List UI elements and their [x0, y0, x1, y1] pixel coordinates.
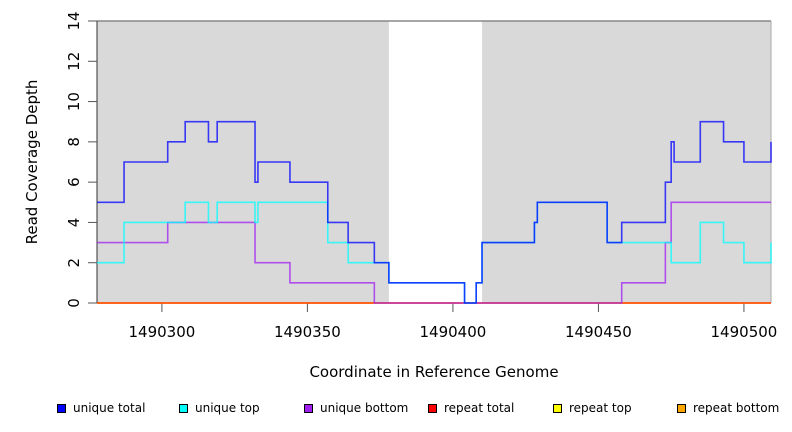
legend-swatch [179, 403, 188, 413]
x-axis-title: Coordinate in Reference Genome [309, 363, 558, 381]
y-tick-label: 12 [65, 52, 83, 71]
y-axis-title: Read Coverage Depth [23, 80, 41, 245]
y-tick-label: 6 [65, 177, 83, 187]
x-tick-label: 1490400 [420, 323, 487, 341]
legend-label: repeat top [569, 401, 632, 415]
x-tick-label: 1490450 [565, 323, 632, 341]
y-tick-label: 0 [65, 298, 83, 308]
legend-item: repeat bottom [677, 401, 779, 415]
x-tick-label: 1490300 [128, 323, 195, 341]
legend-swatch [677, 403, 686, 413]
y-tick-label: 10 [65, 92, 83, 111]
legend-swatch [57, 403, 66, 413]
legend-swatch [304, 403, 313, 413]
shaded-region [482, 21, 771, 303]
y-tick-label: 2 [65, 258, 83, 268]
legend-swatch [553, 403, 562, 413]
legend-label: unique top [195, 401, 260, 415]
legend-item: repeat top [553, 401, 632, 415]
legend-label: unique bottom [320, 401, 409, 415]
legend: unique total unique top unique bottom repea… [0, 401, 792, 417]
legend-label: repeat bottom [693, 401, 780, 415]
x-tick-label: 1490350 [274, 323, 341, 341]
legend-swatch [428, 403, 437, 413]
series-line-unique-total [97, 120, 772, 304]
y-tick-label: 4 [65, 218, 83, 228]
legend-label: unique total [73, 401, 146, 415]
y-tick-label: 8 [65, 137, 83, 147]
legend-item: unique total [57, 401, 145, 415]
y-tick-label: 14 [65, 11, 83, 30]
legend-label: repeat total [444, 401, 515, 415]
legend-item: unique bottom [304, 401, 408, 415]
legend-item: unique top [179, 401, 260, 415]
legend-item: repeat total [428, 401, 514, 415]
x-tick-label: 1490500 [711, 323, 778, 341]
